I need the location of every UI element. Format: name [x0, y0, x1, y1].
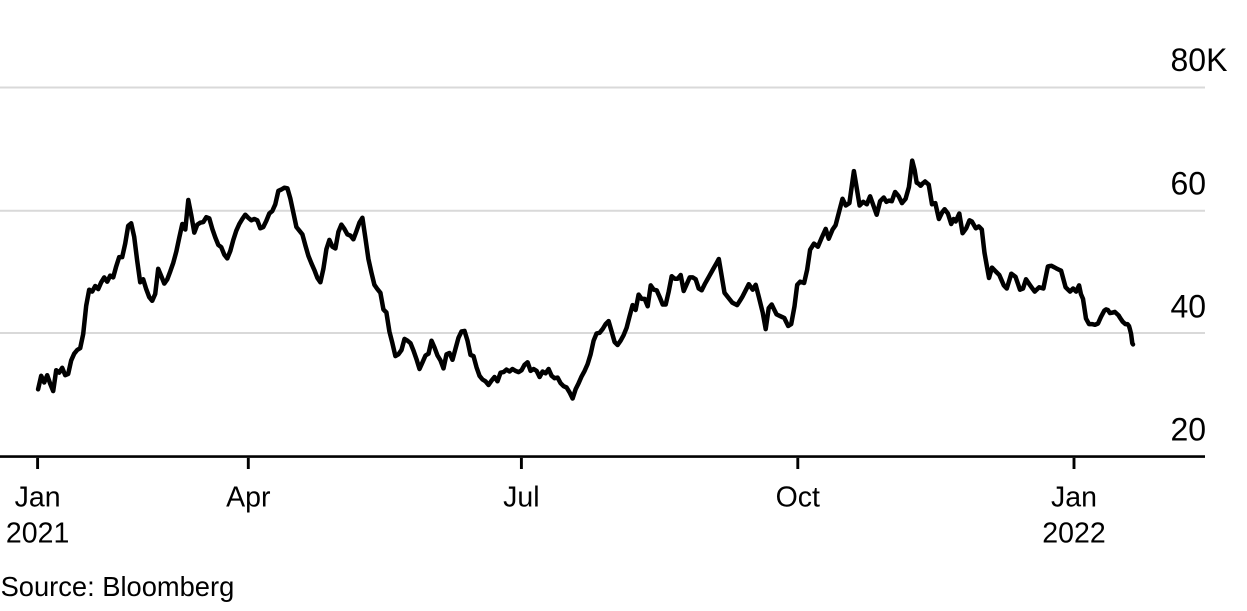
svg-text:Oct: Oct — [776, 481, 820, 513]
svg-text:Source: Bloomberg: Source: Bloomberg — [1, 571, 235, 602]
svg-text:40: 40 — [1171, 289, 1207, 325]
svg-text:Jul: Jul — [503, 481, 539, 513]
svg-text:Jan: Jan — [15, 481, 61, 513]
svg-text:Apr: Apr — [226, 481, 271, 513]
svg-text:20: 20 — [1171, 412, 1207, 448]
svg-text:Jan: Jan — [1051, 481, 1097, 513]
svg-text:60: 60 — [1171, 166, 1207, 202]
svg-text:80K: 80K — [1171, 42, 1228, 78]
svg-text:2022: 2022 — [1042, 517, 1105, 549]
svg-text:2021: 2021 — [6, 517, 69, 549]
